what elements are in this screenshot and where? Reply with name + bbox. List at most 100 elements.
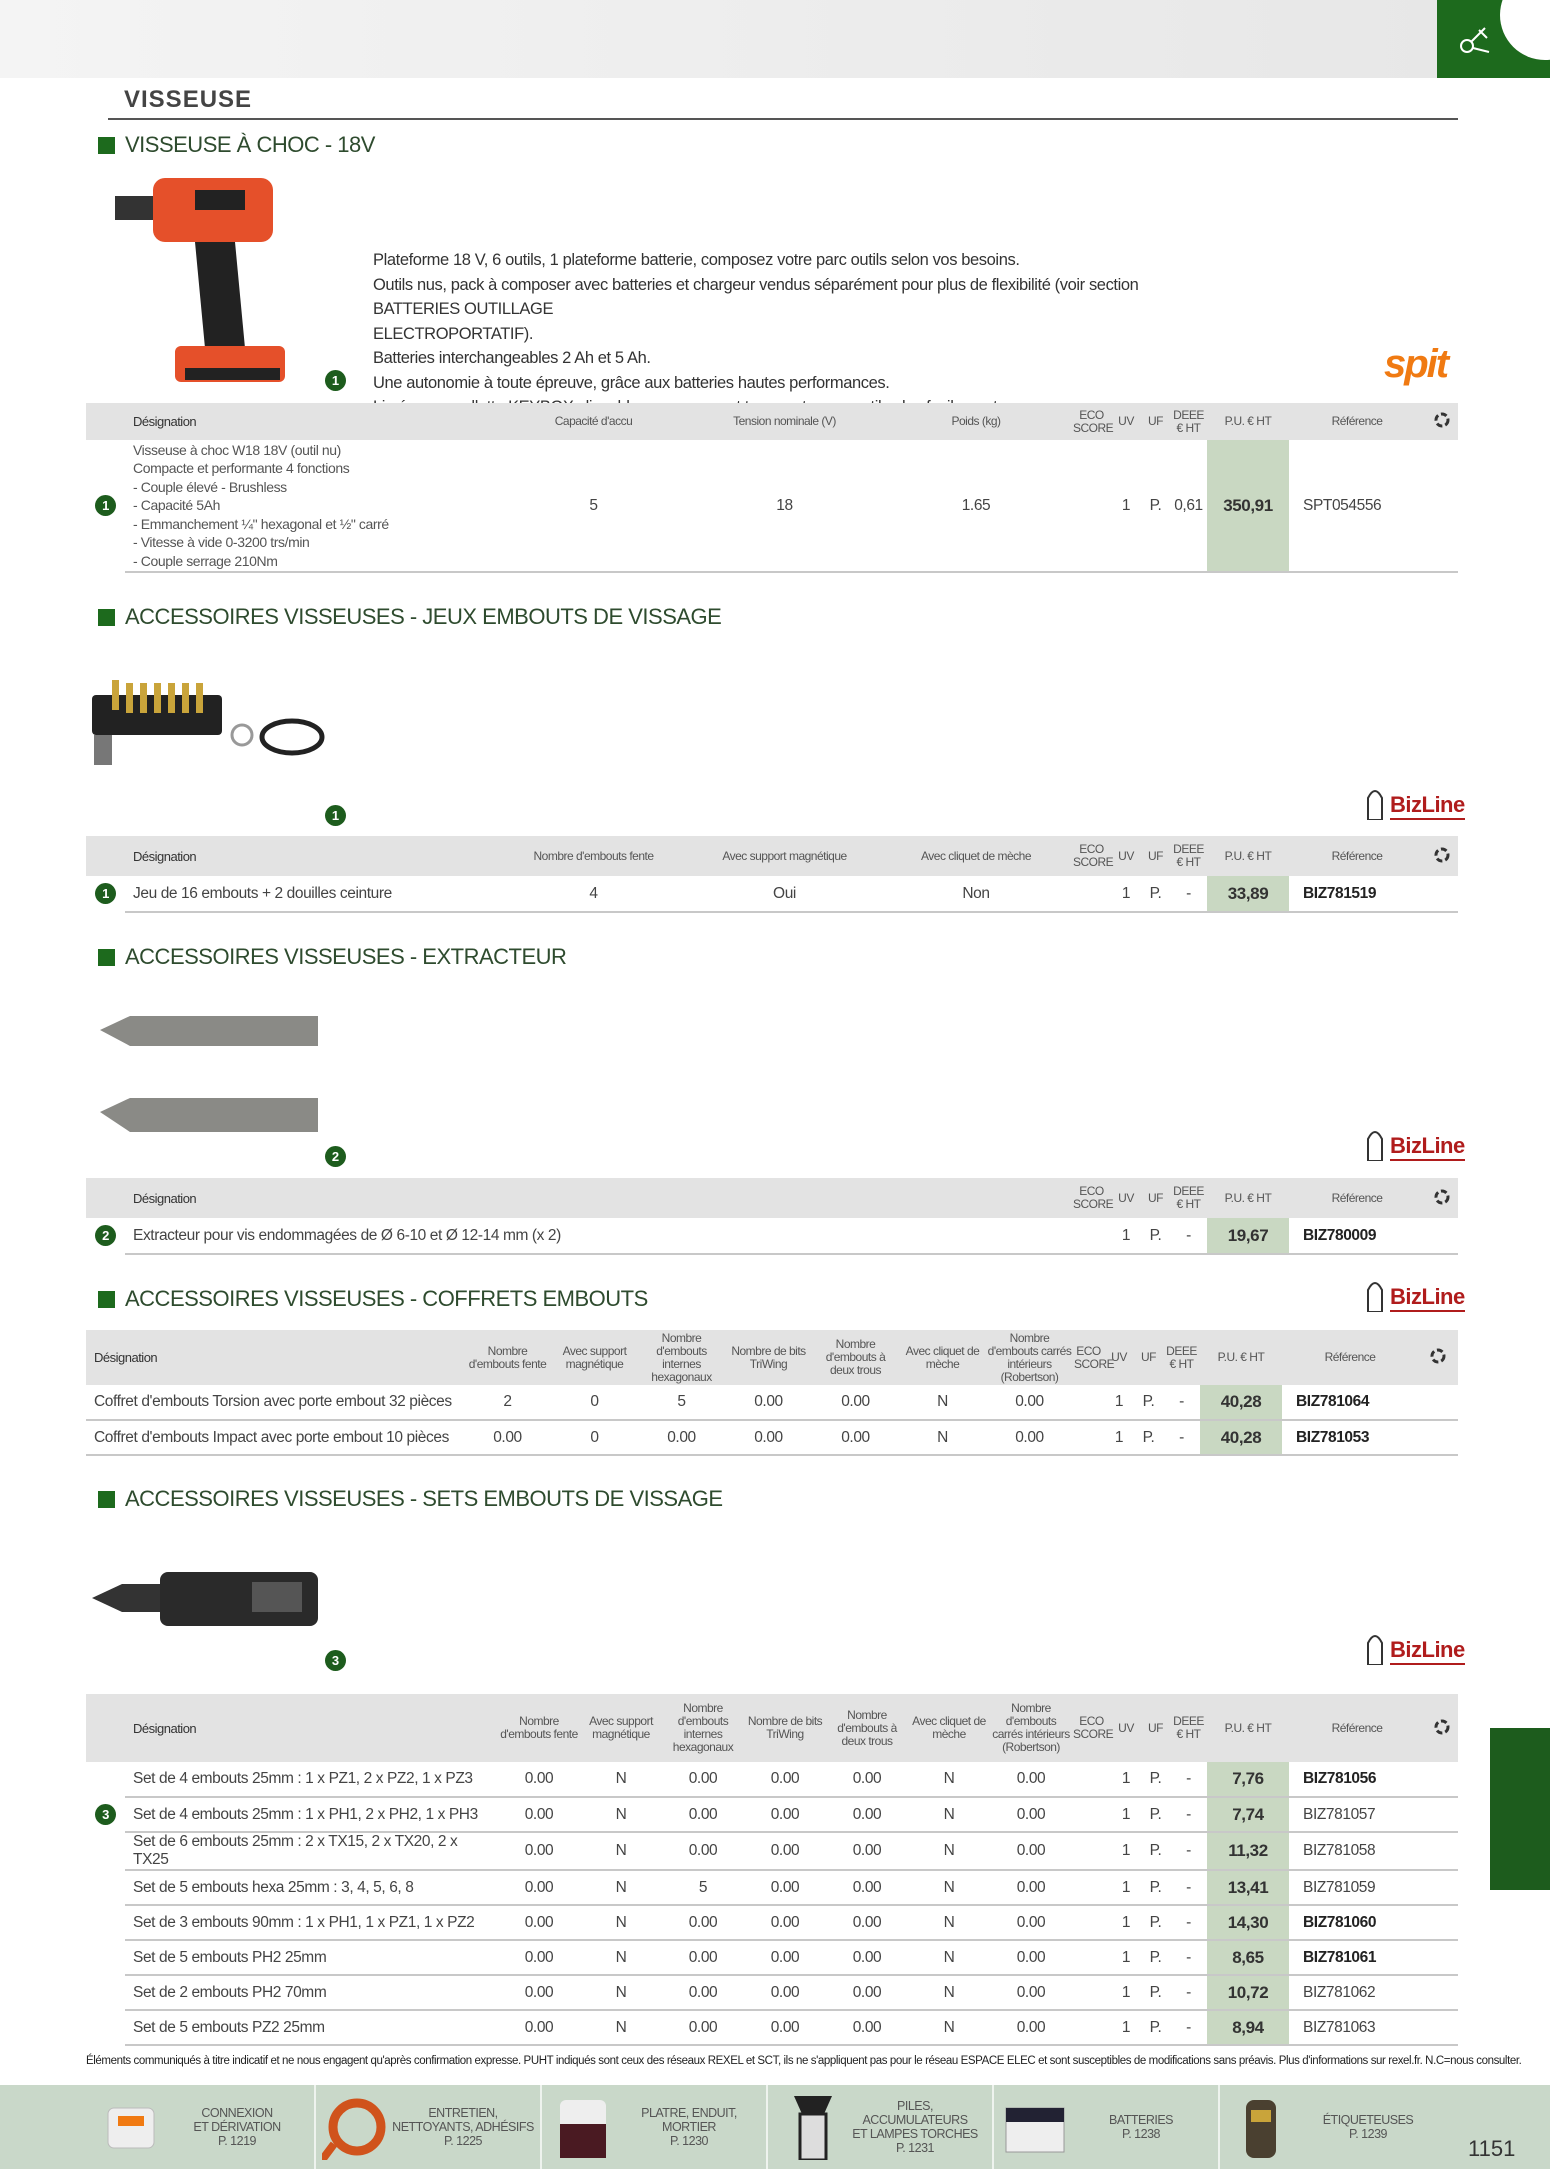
section-heading-text: ACCESSOIRES VISSEUSES - JEUX EMBOUTS DE … — [125, 604, 722, 629]
bizline-brand-logo: BizLine — [1362, 780, 1465, 820]
deee-cell: - — [1170, 1797, 1207, 1833]
ref-cell: BIZ781063 — [1289, 2010, 1425, 2046]
bizline-mascot-icon — [1367, 1282, 1383, 1312]
designation-cell: Set de 4 embouts 25mm : 1 x PH1, 2 x PH2… — [125, 1797, 498, 1833]
pu-cell: 7,74 — [1207, 1797, 1289, 1833]
column-header: UF — [1141, 836, 1170, 876]
value-cell: N — [908, 1940, 990, 1976]
footer-link[interactable]: PILES, ACCUMULATEURS ET LAMPES TORCHES P.… — [768, 2085, 994, 2169]
table-row[interactable]: Coffret d'embouts Impact avec porte embo… — [86, 1420, 1458, 1456]
value-cell: N — [580, 1905, 662, 1941]
value-cell: 0.00 — [498, 1797, 580, 1833]
table-row[interactable]: Set de 2 embouts PH2 70mm 0.00 N 0.00 0.00 0.… — [86, 1975, 1458, 2011]
bizline-mascot-icon — [1367, 1635, 1383, 1665]
row-badge-cell: 2 — [86, 1218, 125, 1254]
column-header: Avec cliquet de mèche — [899, 1330, 986, 1385]
table-row[interactable]: 1 Jeu de 16 embouts + 2 douilles ceinture… — [86, 876, 1458, 913]
footer-link-label: ENTRETIEN, NETTOYANTS, ADHÉSIFS — [392, 2106, 534, 2134]
section-heading-text: VISSEUSE À CHOC - 18V — [125, 132, 375, 157]
footer-link[interactable]: ÉTIQUETEUSES P. 1239 — [1220, 2085, 1446, 2169]
footer-link[interactable]: CONNEXION ET DÉRIVATION P. 1219 — [90, 2085, 316, 2169]
tool-category-icon — [1460, 27, 1490, 53]
uf-cell: P. — [1141, 440, 1170, 573]
column-header: P.U. € HT — [1200, 1330, 1282, 1385]
table-row[interactable]: Coffret d'embouts Torsion avec porte emb… — [86, 1385, 1458, 1421]
column-header: Avec cliquet de mèche — [880, 836, 1072, 876]
footer-link-page: P. 1230 — [670, 2134, 708, 2148]
uf-cell: P. — [1134, 1420, 1163, 1456]
uv-cell: 1 — [1111, 1218, 1141, 1255]
value-cell: 0.00 — [826, 1832, 908, 1871]
value-cell: 0.00 — [662, 1940, 744, 1976]
column-header: Nombre d'embouts à deux trous — [812, 1330, 899, 1385]
side-tab[interactable] — [1490, 1728, 1550, 1890]
column-header: ECO SCORE — [1072, 1694, 1114, 1762]
column-header: Nombre d'embouts fente — [464, 1330, 551, 1385]
footer-link-label: ÉTIQUETEUSES — [1322, 2113, 1414, 2127]
value-cell: N — [580, 1975, 662, 2011]
table-row[interactable]: Set de 5 embouts PH2 25mm 0.00 N 0.00 0.00 0.… — [86, 1940, 1458, 1976]
row-badge: 1 — [95, 883, 116, 904]
value-cell: 0.00 — [812, 1385, 899, 1421]
value-cell: 0.00 — [990, 1797, 1072, 1833]
description-line: Plateforme 18 V, 6 outils, 1 plateforme … — [373, 251, 1020, 269]
designation-line: - Couple élevé - Brushless — [133, 478, 287, 495]
eco-cell — [1073, 1420, 1104, 1456]
uv-cell: 1 — [1111, 1975, 1141, 2011]
value-cell: 0.00 — [725, 1420, 812, 1456]
deee-cell: - — [1170, 1870, 1207, 1906]
bizline-brand-logo: BizLine — [1362, 1625, 1465, 1665]
value-cell: N — [580, 1762, 662, 1798]
table-row[interactable]: Set de 4 embouts 25mm : 1 x PZ1, 2 x PZ2… — [86, 1762, 1458, 1798]
value-cell: Non — [880, 876, 1072, 913]
designation-line: - Capacité 5Ah — [133, 497, 221, 514]
spit-brand-logo: spit — [1384, 342, 1449, 386]
category-corner — [1437, 0, 1550, 78]
table-row[interactable]: Set de 3 embouts 90mm : 1 x PH1, 1 x PZ1… — [86, 1905, 1458, 1941]
value-cell: 0.00 — [744, 1797, 826, 1833]
value-cell: 0.00 — [990, 1762, 1072, 1798]
recycle-icon — [1425, 1694, 1458, 1762]
table-row[interactable]: Set de 5 embouts PZ2 25mm 0.00 N 0.00 0.00 0.… — [86, 2010, 1458, 2046]
value-cell: 0.00 — [990, 2010, 1072, 2046]
row-badge-cell — [86, 1975, 125, 2010]
table-row[interactable]: Set de 6 embouts 25mm : 2 x TX15, 2 x TX… — [86, 1832, 1458, 1871]
footer-link[interactable]: BATTERIES P. 1238 — [994, 2085, 1220, 2169]
recycle-icon — [1425, 403, 1458, 440]
empty-cell — [1425, 1975, 1458, 2011]
eco-cell — [1073, 1385, 1104, 1421]
value-cell: N — [899, 1420, 986, 1456]
row-badge-cell — [86, 1905, 125, 1940]
footer-link[interactable]: PLATRE, ENDUIT, MORTIER P. 1230 — [542, 2085, 768, 2169]
footer-link[interactable]: ENTRETIEN, NETTOYANTS, ADHÉSIFS P. 1225 — [316, 2085, 542, 2169]
empty-cell — [1425, 1762, 1458, 1798]
table-row[interactable]: Set de 5 embouts hexa 25mm : 3, 4, 5, 6,… — [86, 1870, 1458, 1906]
table-row[interactable]: 3 Set de 4 embouts 25mm : 1 x PH1, 2 x PH… — [86, 1797, 1458, 1833]
value-cell: 0.00 — [498, 1975, 580, 2011]
battery-icon — [1005, 2107, 1065, 2153]
value-cell: 0.00 — [498, 1940, 580, 1976]
designation-line: Compacte et performante 4 fonctions — [133, 460, 350, 477]
designation-cell: Jeu de 16 embouts + 2 douilles ceinture — [125, 876, 498, 913]
column-header: Nombre d'embouts carrés intérieurs (Robe… — [986, 1330, 1073, 1385]
designation-line: - Couple serrage 210Nm — [133, 552, 278, 569]
value-cell: 0.00 — [498, 1762, 580, 1798]
column-header: DEEE € HT — [1170, 836, 1207, 876]
deee-cell: - — [1170, 876, 1207, 913]
column-header: Nombre d'embouts à deux trous — [826, 1694, 908, 1762]
value-cell: N — [580, 1832, 662, 1871]
column-header: P.U. € HT — [1207, 836, 1289, 876]
section-heading-bit-cases: ACCESSOIRES VISSEUSES - COFFRETS EMBOUTS — [98, 1286, 648, 1312]
column-header: Désignation — [125, 1178, 1072, 1218]
designation-cell: Coffret d'embouts Impact avec porte embo… — [86, 1420, 464, 1456]
eco-cell — [1072, 1870, 1111, 1906]
value-cell: 0.00 — [986, 1420, 1073, 1456]
ref-cell: BIZ781519 — [1289, 876, 1425, 913]
footer-link-page: P. 1225 — [444, 2134, 482, 2148]
ref-cell: BIZ781057 — [1289, 1797, 1425, 1833]
table-row[interactable]: 1 Visseuse à choc W18 18V (outil nu) Compa… — [86, 440, 1458, 573]
eco-cell — [1072, 1797, 1111, 1833]
column-header: Nombre d'embouts fente — [498, 1694, 580, 1762]
empty-cell — [1425, 1832, 1458, 1871]
table-row[interactable]: 2 Extracteur pour vis endommagées de Ø 6-… — [86, 1218, 1458, 1255]
